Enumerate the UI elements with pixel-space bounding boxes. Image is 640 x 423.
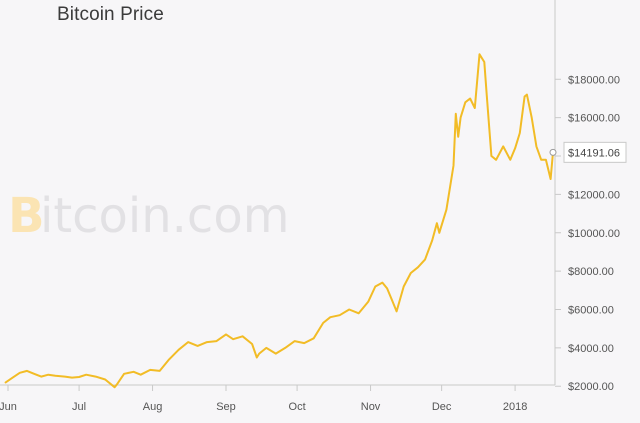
x-tick-label: Dec <box>432 401 452 413</box>
y-tick-label: $2000.00 <box>568 381 614 393</box>
x-tick-label: Jul <box>72 401 86 413</box>
x-tick-label: Aug <box>143 401 163 413</box>
y-tick-label: $8000.00 <box>568 266 614 278</box>
y-tick-label: $12000.00 <box>568 189 620 201</box>
price-tag-label: $14191.06 <box>568 147 620 159</box>
x-tick-label: Sep <box>216 401 236 413</box>
x-tick-label: Nov <box>361 401 381 413</box>
y-tick-label: $4000.00 <box>568 343 614 355</box>
watermark-bitcoin-symbol: B <box>8 188 45 244</box>
y-tick-label: $6000.00 <box>568 304 614 316</box>
x-tick-label: Oct <box>289 401 306 413</box>
y-tick-label: $16000.00 <box>568 113 620 125</box>
chart-title: Bitcoin Price <box>57 4 164 25</box>
x-tick-label: 2018 <box>503 401 527 413</box>
y-tick-label: $10000.00 <box>568 228 620 240</box>
watermark-text: itcoin.com <box>40 188 289 244</box>
y-tick-label: $18000.00 <box>568 74 620 86</box>
price-line <box>4 53 554 389</box>
x-tick-label: Jun <box>0 401 17 413</box>
price-tag-box <box>563 141 627 163</box>
last-price-marker <box>549 148 557 156</box>
